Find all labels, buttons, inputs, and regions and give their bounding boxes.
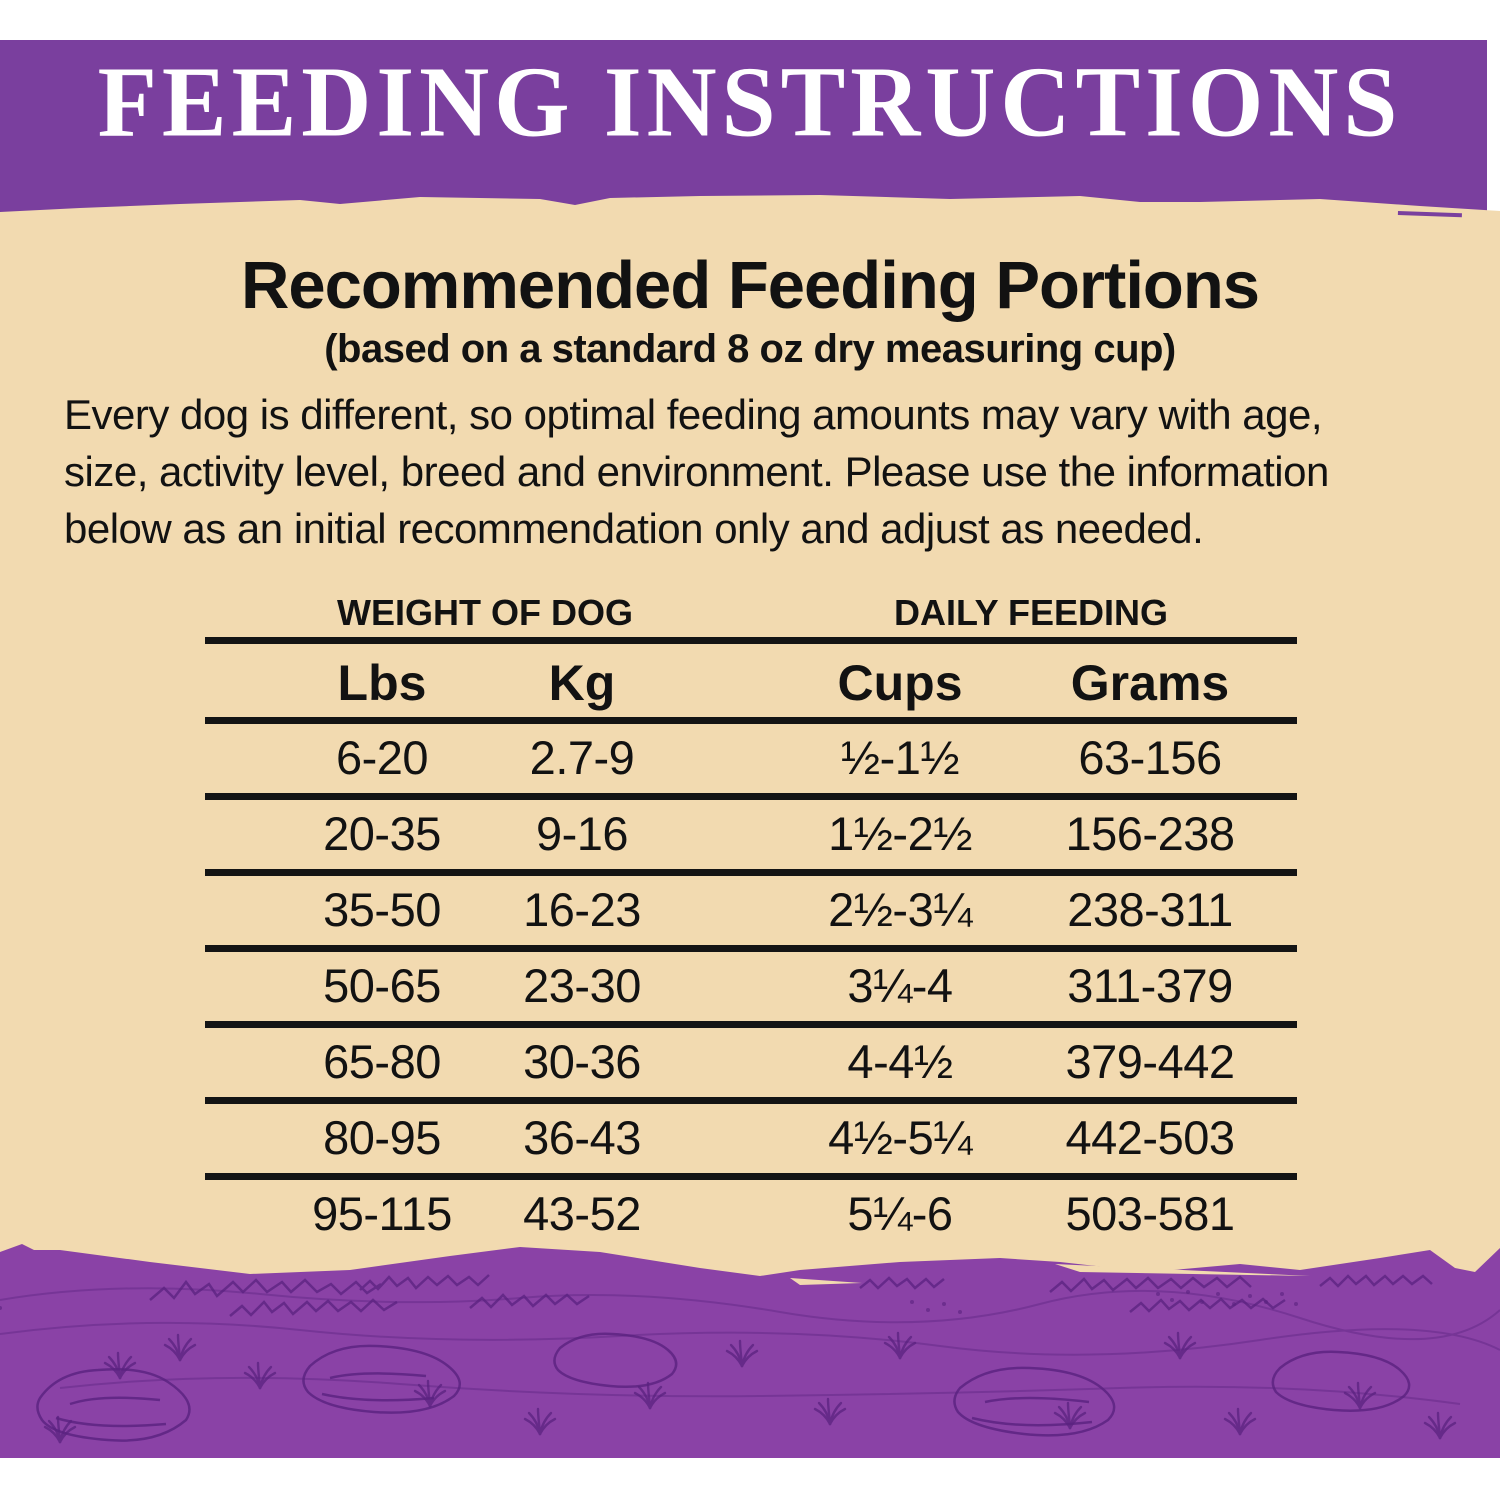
table-divider [205,717,1297,724]
column-header-grams: Grams [1070,655,1230,711]
page-title: FEEDING INSTRUCTIONS [97,45,1403,158]
table-row: 65-80 30-36 4-4½ 379-442 [0,1027,1500,1097]
table-row: 95-115 43-52 5¼-6 503-581 [0,1179,1500,1249]
cell-cups: 2½-3¼ [828,883,972,936]
cell-grams: 379-442 [1065,1035,1236,1088]
torn-edge-bottom-path [0,1244,1500,1458]
cell-kg: 9-16 [535,807,629,860]
torn-edge-top [0,195,1500,235]
intro-line: below as an initial recommendation only … [64,505,1204,552]
cell-lbs: 6-20 [335,731,429,784]
cell-cups: 3¼-4 [847,959,953,1012]
section-title: Recommended Feeding Portions [240,248,1260,323]
cell-cups: ½-1½ [840,731,960,784]
cell-kg: 16-23 [523,883,641,936]
cell-kg: 30-36 [523,1035,641,1088]
torn-slit-mark [790,1278,862,1285]
table-row: 20-35 9-16 1½-2½ 156-238 [0,799,1500,869]
group-header-daily-feeding: DAILY FEEDING [893,592,1169,633]
bottom-landscape-illustration [0,1244,1500,1458]
table-row: 50-65 23-30 3¼-4 311-379 [0,951,1500,1021]
table-row: 6-20 2.7-9 ½-1½ 63-156 [0,723,1500,793]
table-divider [205,869,1297,876]
intro-line: size, activity level, breed and environm… [64,448,1329,495]
table-divider [205,945,1297,952]
cell-kg: 23-30 [523,959,641,1012]
cell-grams: 311-379 [1067,959,1233,1012]
column-header-lbs: Lbs [337,655,427,711]
rocks [36,1332,1411,1442]
cell-kg: 2.7-9 [529,731,635,784]
stipple-dots [0,1290,1298,1314]
column-header-kg: Kg [548,655,616,711]
cell-kg: 43-52 [523,1187,641,1240]
cell-grams: 503-581 [1065,1187,1236,1240]
table-divider [205,637,1297,644]
cell-grams: 156-238 [1065,807,1236,860]
cell-lbs: 35-50 [323,883,441,936]
column-header-cups: Cups [837,655,963,711]
torn-slit-mark [1397,211,1462,218]
table-row: 80-95 36-43 4½-5¼ 442-503 [0,1103,1500,1173]
cell-lbs: 65-80 [323,1035,441,1088]
bottom-white-band [0,1458,1500,1500]
tan-panel [0,214,1500,1284]
table-divider [205,1021,1297,1028]
torn-edge-top-path [0,195,1500,235]
intro-paragraph: Every dog is different, so optimal feedi… [64,386,1444,557]
table-column-headers: Lbs Kg Cups Grams [0,652,1500,714]
cell-grams: 442-503 [1065,1111,1236,1164]
hill-contours [0,1287,1500,1405]
cell-grams: 63-156 [1078,731,1222,784]
torn-slit-mark [1055,1264,1310,1276]
cell-cups: 1½-2½ [828,807,972,860]
cell-cups: 4½-5¼ [828,1111,972,1164]
table-divider [205,1173,1297,1180]
cell-cups: 4-4½ [847,1035,953,1088]
cell-cups: 5¼-6 [847,1187,953,1240]
cell-kg: 36-43 [523,1111,641,1164]
shrub-scribbles [149,1274,1433,1317]
group-header-weight-of-dog: WEIGHT OF DOG [337,592,633,633]
intro-line: Every dog is different, so optimal feedi… [64,391,1323,438]
table-divider [205,793,1297,800]
section-subtitle: (based on a standard 8 oz dry measuring … [324,327,1176,371]
cell-lbs: 80-95 [323,1111,441,1164]
header-purple-band [0,40,1487,220]
cell-lbs: 20-35 [323,807,441,860]
cell-lbs: 95-115 [312,1187,452,1240]
table-divider [205,1097,1297,1104]
cell-lbs: 50-65 [323,959,441,1012]
table-row: 35-50 16-23 2½-3¼ 238-311 [0,875,1500,945]
cell-grams: 238-311 [1067,883,1233,936]
top-white-band [0,0,1500,40]
